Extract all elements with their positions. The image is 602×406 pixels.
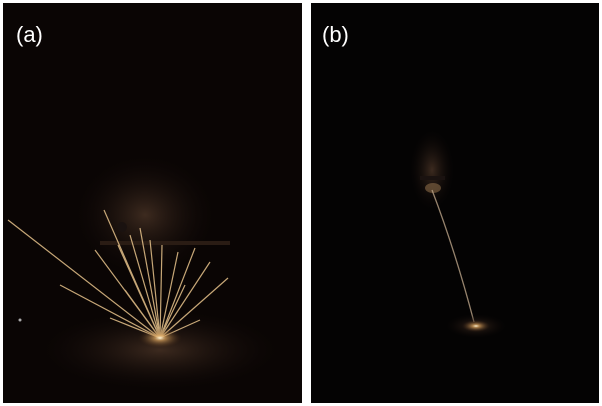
- nozzle: [117, 222, 127, 232]
- melt-spot: [462, 320, 490, 332]
- wire: [431, 189, 475, 323]
- panel-label: (b): [322, 22, 349, 47]
- sparks: [7, 209, 229, 339]
- floor-glow: [40, 310, 280, 390]
- melt-spot: [138, 328, 182, 348]
- spark-dot: [18, 318, 22, 322]
- panel-label: (a): [16, 22, 43, 47]
- nozzle-glow: [425, 183, 441, 193]
- panel-a: (a): [3, 3, 302, 403]
- smoke: [410, 130, 454, 210]
- panel-background: [311, 3, 599, 403]
- panel-b: (b): [311, 3, 599, 403]
